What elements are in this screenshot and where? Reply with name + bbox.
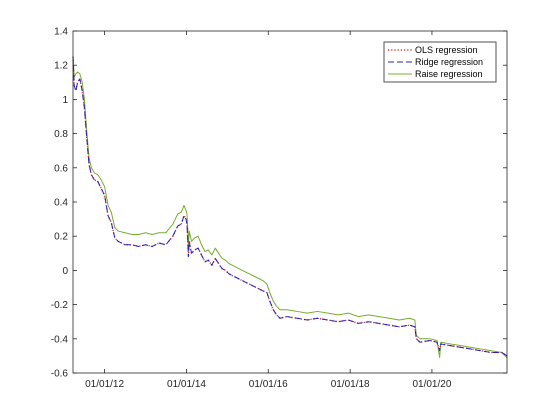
legend-label: Ridge regression — [415, 57, 483, 67]
y-tick-label: 0.6 — [54, 163, 68, 174]
x-tick-label: 01/01/18 — [331, 379, 370, 390]
legend-label: Raise regression — [415, 69, 483, 79]
series-line-ridge-regression — [72, 56, 508, 357]
x-tick-label: 01/01/16 — [249, 379, 288, 390]
y-tick-label: -0.4 — [51, 334, 69, 345]
y-axis: -0.6 -0.4 -0.2 0 0.2 0.4 0.6 0.8 1 1.2 1.4 — [51, 27, 507, 380]
x-tick-label: 01/01/12 — [85, 379, 124, 390]
plot-background — [73, 31, 507, 373]
y-tick-label: 1 — [62, 95, 68, 106]
y-tick-label: 1.4 — [54, 27, 68, 38]
legend-label: OLS regression — [415, 45, 478, 55]
y-tick-label: 1.2 — [54, 61, 68, 72]
y-tick-label: -0.6 — [51, 369, 69, 380]
y-tick-label: -0.2 — [51, 300, 69, 311]
y-tick-label: 0.2 — [54, 232, 68, 243]
legend: OLS regression Ridge regression Raise regr… — [383, 41, 497, 83]
x-tick-label: 01/01/14 — [167, 379, 206, 390]
x-axis: 01/01/12 01/01/14 01/01/16 01/01/18 01/01/20 — [85, 31, 452, 390]
y-tick-label: 0.8 — [54, 129, 68, 140]
x-tick-label: 01/01/20 — [412, 379, 451, 390]
series-layer — [72, 56, 508, 359]
series-line-raise-regression — [72, 56, 508, 359]
y-tick-label: 0.4 — [54, 198, 68, 209]
y-tick-label: 0 — [62, 266, 68, 277]
